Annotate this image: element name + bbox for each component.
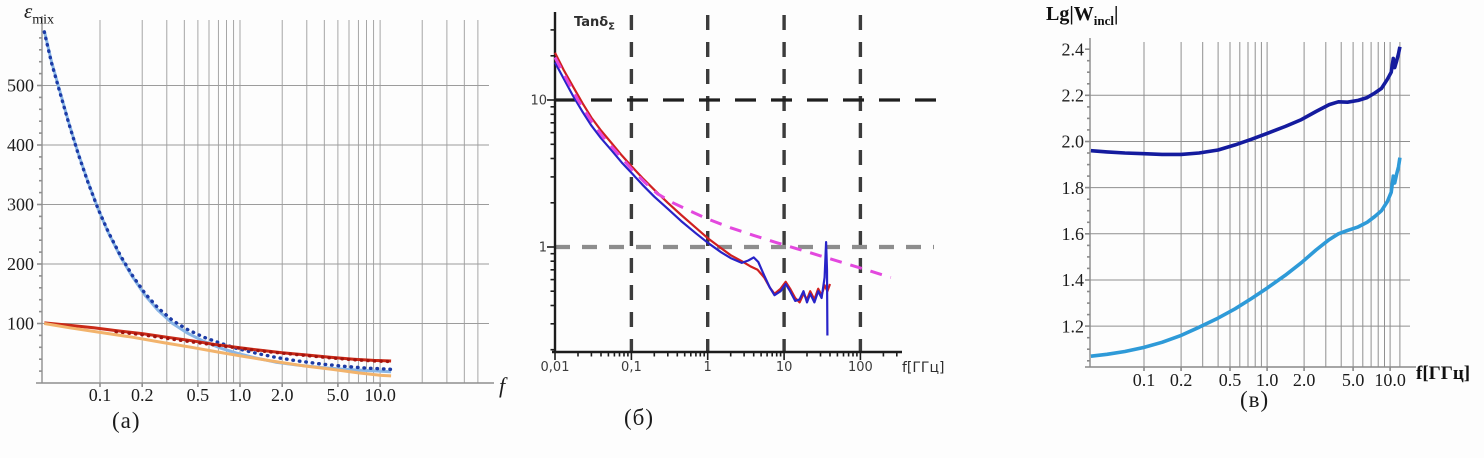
x-tick-label: 2.0 [1293,370,1316,390]
axis-ticks [547,29,898,360]
x-tick-label: 0.1 [89,385,112,405]
y-axis-label: TanδΣ [574,15,615,32]
y-axis-label: εmix [24,0,54,27]
chart-v: 0.1 0.2 0.5 1.0 2.0 5.0 10.0 2.4 2.2 2.0 1.8 1.6 1.4… [1046,3,1470,390]
x-tick-label: 10 [776,360,793,375]
x-tick-label: 5.0 [327,385,350,405]
series-dark-blue-dotted [42,30,393,371]
y-tick-label: 1.6 [1062,224,1085,244]
grid-lines [42,20,489,383]
x-tick-label: 1 [704,360,712,375]
x-tick-label: 0.1 [1133,370,1156,390]
y-tick-label: 2.4 [1062,39,1085,59]
axis-ticks [1085,48,1391,371]
y-tick-label: 2.2 [1062,85,1085,105]
y-axis-label: Lg|Wincl| [1046,3,1118,28]
x-tick-label: 10.0 [1374,370,1406,390]
x-tick-label: 0.2 [1170,370,1193,390]
series-dark-blue-curve [1090,46,1402,157]
caption-panel-v: (в) [1240,387,1270,412]
x-axis-label: f [499,373,508,398]
x-tick-label: 2.0 [271,385,294,405]
y-tick-label: 400 [7,135,34,155]
series-red-curve [554,52,832,304]
x-tick-label: 0.5 [1219,370,1242,390]
y-tick-label: 1.4 [1062,270,1085,290]
caption-panel-a: (а) [112,408,141,433]
y-tick-label: 10 [530,94,547,109]
x-axis-label: f[ГГц] [902,360,944,376]
x-tick-label: 0,1 [621,360,642,375]
x-tick-label: 1.0 [229,385,252,405]
series-light-blue-curve [1090,157,1402,358]
grid-lines [1090,42,1410,367]
x-axis-label: f[ГГц] [1416,363,1470,384]
y-tick-label: 500 [7,76,34,96]
series-dark-red-dotted [114,330,393,364]
y-tick-label: 200 [7,254,34,274]
x-tick-label: 10.0 [364,385,396,405]
y-tick-label: 1.8 [1062,178,1085,198]
chart-b: 0,01 0,1 1 10 100 10 1 TanδΣ f[ГГц] [530,12,946,376]
series-blue-curve [554,61,829,336]
y-tick-label: 300 [7,195,34,215]
series-magenta-dashed [553,56,892,279]
x-tick-label: 0.2 [131,385,154,405]
series-orange-solid [44,322,392,378]
axis-ticks [37,37,381,387]
y-tick-label: 1 [539,240,547,255]
y-tick-label: 2.0 [1062,132,1085,152]
x-tick-label: 0,01 [541,360,570,375]
chart-a: 0.1 0.2 0.5 1.0 2.0 5.0 10.0 100 200 300 400 500 εmi… [7,0,508,405]
caption-panel-b: (б) [624,405,655,430]
series-light-blue-solid [42,30,392,374]
x-tick-label: 1.0 [1256,370,1279,390]
x-tick-label: 5.0 [1342,370,1365,390]
dashed-vertical-gridlines [629,15,863,352]
x-tick-label: 100 [848,360,873,375]
x-tick-label: 0.5 [187,385,210,405]
y-tick-label: 100 [7,314,34,334]
y-tick-label: 1.2 [1062,316,1085,336]
